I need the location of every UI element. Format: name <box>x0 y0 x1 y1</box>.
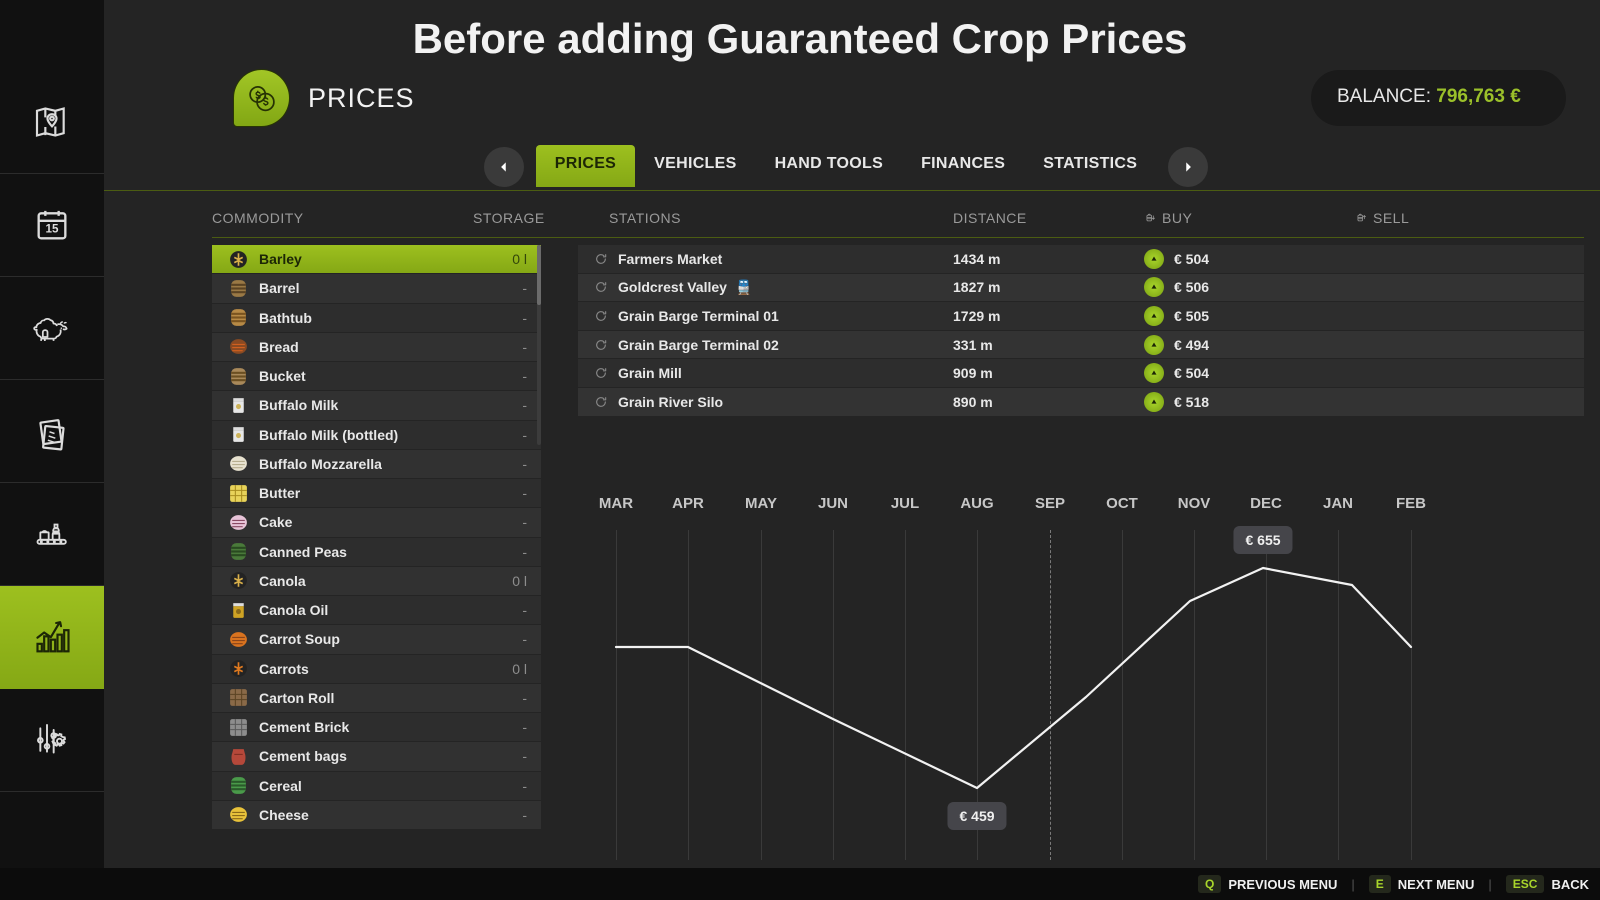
svg-text:15: 15 <box>46 223 59 236</box>
